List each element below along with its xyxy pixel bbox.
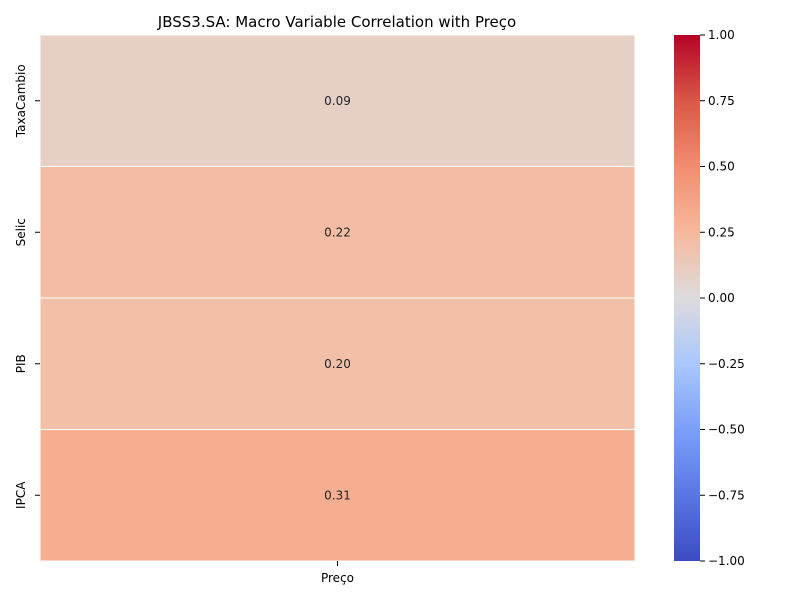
colorbar-tick-label: −0.25 — [708, 357, 745, 371]
colorbar-gradient — [674, 35, 700, 561]
heatmap-cell — [39, 429, 636, 562]
cell-value-label: 0.22 — [324, 225, 351, 239]
y-tick-label: PIB — [14, 354, 28, 373]
heatmap-cells: 0.09 0.22 0.20 0.31 — [39, 34, 636, 562]
cell-value-label: 0.31 — [324, 488, 351, 502]
x-tick-label: Preço — [321, 571, 354, 585]
cell-value-label: 0.20 — [324, 357, 351, 371]
colorbar-tick-label: 0.50 — [708, 160, 735, 174]
colorbar: 1.00 0.75 0.50 0.25 0.00 −0.25 −0.50 −0.75 −1.00 — [674, 28, 745, 568]
colorbar-ticks: 1.00 0.75 0.50 0.25 0.00 −0.25 −0.50 −0.75 −1.00 — [700, 28, 745, 568]
heatmap-cell — [39, 166, 636, 299]
colorbar-tick-label: 0.25 — [708, 225, 735, 239]
colorbar-tick-label: −0.50 — [708, 423, 745, 437]
colorbar-tick-label: 0.00 — [708, 291, 735, 305]
cell-value-label: 0.09 — [324, 94, 351, 108]
heatmap-cell — [39, 297, 636, 430]
colorbar-tick-label: −0.75 — [708, 488, 745, 502]
colorbar-tick-label: 1.00 — [708, 28, 735, 42]
x-axis: Preço — [321, 561, 354, 585]
chart-title: JBSS3.SA: Macro Variable Correlation wit… — [157, 13, 516, 31]
y-tick-label: IPCA — [14, 481, 28, 509]
y-tick-label: TaxaCambio — [14, 64, 28, 138]
colorbar-tick-label: 0.75 — [708, 94, 735, 108]
y-tick-label: Selic — [14, 218, 28, 246]
y-axis: TaxaCambio Selic PIB IPCA — [14, 64, 40, 509]
colorbar-tick-label: −1.00 — [708, 554, 745, 568]
heatmap-cell — [39, 34, 636, 167]
